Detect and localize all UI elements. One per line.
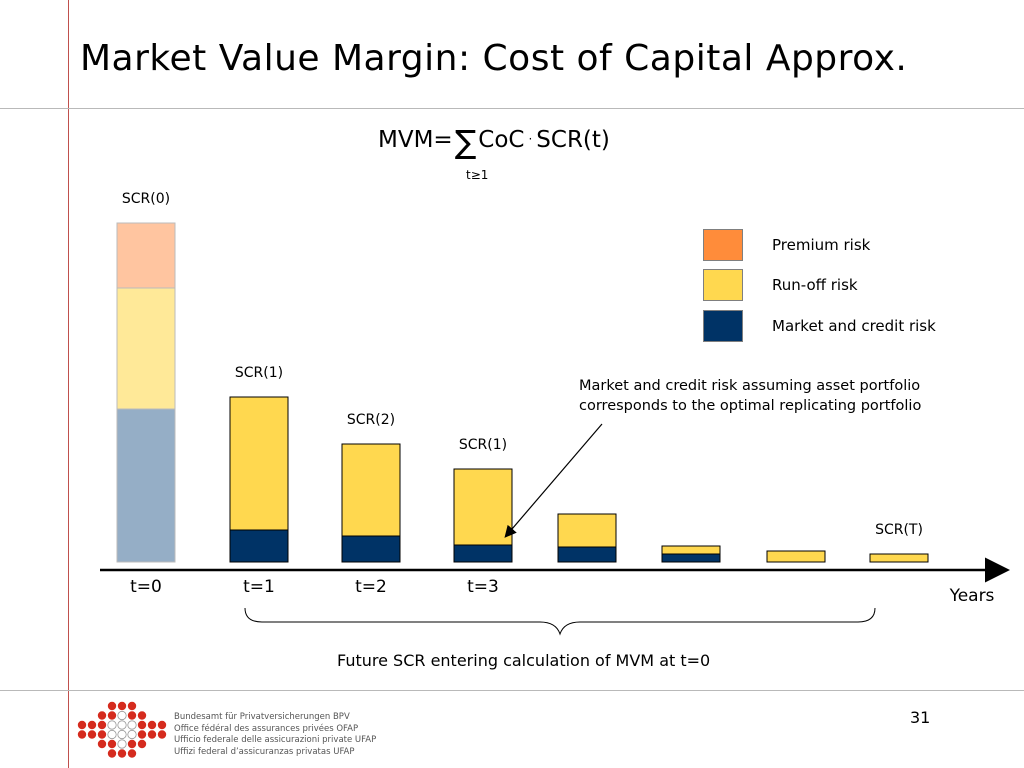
swiss-cross-logo: [77, 701, 167, 758]
bar-segment: [557, 513, 617, 548]
bar-segment: [341, 535, 401, 563]
formula-coc: CoC: [478, 127, 525, 153]
logo-dot: [157, 730, 167, 739]
logo-dot: [117, 749, 127, 758]
bar-segment: [557, 546, 617, 563]
category-tick-label: t=3: [467, 577, 499, 597]
bars-group: [116, 222, 929, 563]
sum-sign: ∑: [454, 123, 477, 161]
category-tick-label: t=1: [243, 577, 275, 597]
bar-segment: [453, 544, 513, 563]
logo-dot: [107, 739, 117, 749]
formula-dot: ·: [528, 132, 533, 146]
org-line: Ufficio federale delle assicurazioni pri…: [174, 735, 377, 745]
annotation-line-2: corresponds to the optimal replicating p…: [579, 398, 922, 414]
bar-value-label: SCR(2): [347, 412, 395, 428]
logo-dot: [117, 739, 127, 749]
org-line: Bundesamt für Privatversicherungen BPV: [174, 712, 350, 722]
bar-segment: [116, 222, 176, 289]
bar-segment: [661, 553, 721, 563]
future-scr-caption: Future SCR entering calculation of MVM a…: [337, 651, 711, 670]
bar-segment: [116, 287, 176, 410]
logo-dot: [137, 739, 147, 749]
logo-dot: [127, 701, 137, 711]
logo-dot: [137, 711, 147, 720]
slide-title: Market Value Margin: Cost of Capital App…: [80, 38, 908, 79]
x-axis-label: Years: [949, 586, 995, 606]
logo-dot: [107, 701, 117, 711]
logo-dot: [77, 730, 87, 739]
logo-dot: [107, 749, 117, 758]
bar-labels-group: SCR(0) SCR(1) SCR(2) SCR(1) SCR(T): [122, 191, 923, 538]
legend-label-runoff: Run-off risk: [772, 276, 858, 294]
logo-dot: [77, 720, 87, 730]
page-number: 31: [910, 708, 931, 727]
legend-swatch-runoff: [703, 269, 743, 301]
logo-dot: [117, 720, 127, 730]
bar-segment: [869, 553, 929, 563]
logo-dot: [117, 710, 127, 721]
category-tick-label: t=2: [355, 577, 387, 597]
logo-dot: [107, 711, 117, 720]
formula-lhs: MVM=: [378, 127, 453, 153]
legend-swatch-premium: [703, 229, 743, 261]
logo-dot: [97, 739, 107, 749]
left-accent-line: [68, 0, 69, 768]
logo-dot: [117, 729, 127, 740]
legend-swatch-market: [703, 310, 743, 342]
logo-dot: [97, 720, 107, 730]
future-scr-brace: [244, 607, 876, 636]
logo-dot: [137, 730, 147, 739]
bar-value-label: SCR(0): [122, 191, 170, 207]
org-line: Office fédéral des assurances privées OF…: [174, 723, 359, 734]
legend-label-premium: Premium risk: [772, 236, 871, 254]
logo-dot: [147, 730, 157, 739]
category-tick-label: t=0: [130, 577, 162, 597]
logo-dot: [117, 701, 127, 711]
title-divider: [0, 108, 1024, 109]
formula-subscript: t≥1: [466, 168, 489, 182]
bar-segment: [766, 550, 826, 563]
bar-value-label: SCR(1): [235, 365, 283, 381]
bar-segment: [229, 529, 289, 563]
bar-segment: [229, 396, 289, 531]
logo-dot: [127, 729, 137, 740]
bar-segment: [453, 468, 513, 546]
logo-dot: [127, 720, 137, 730]
logo-dot: [107, 729, 117, 740]
annotation-arrow: [504, 423, 603, 538]
logo-dot: [157, 720, 167, 730]
legend-label-market: Market and credit risk: [772, 317, 936, 335]
logo-dot: [127, 749, 137, 758]
bar-value-label: SCR(T): [875, 522, 923, 538]
formula-scr: SCR(t): [536, 127, 610, 153]
scr-chart: SCR(0) SCR(1) SCR(2) SCR(1) SCR(T) t=0 t=1 t=2…: [100, 191, 1010, 636]
logo-dot: [87, 720, 97, 730]
logo-dot: [97, 730, 107, 739]
footer-divider: [0, 690, 1024, 691]
logo-dot: [107, 720, 117, 730]
logo-dot: [147, 720, 157, 730]
logo-dot: [97, 711, 107, 720]
annotation-line-1: Market and credit risk assuming asset po…: [579, 378, 921, 394]
logo-dot: [127, 739, 137, 749]
mvm-formula: MVM=∑CoC · SCR(t): [378, 126, 610, 158]
annotation-text: Market and credit risk assuming asset po…: [579, 376, 921, 416]
bar-value-label: SCR(1): [459, 437, 507, 453]
organization-names: Bundesamt für Privatversicherungen BPV O…: [174, 712, 376, 758]
category-labels-group: t=0 t=1 t=2 t=3: [130, 577, 499, 597]
bar-segment: [116, 408, 176, 563]
logo-dot: [127, 711, 137, 720]
logo-dot: [87, 730, 97, 739]
bar-segment: [341, 443, 401, 537]
org-line: Uffizi federal d’assicuranzas privatas U…: [174, 746, 355, 757]
bar-segment: [661, 545, 721, 555]
logo-dot: [137, 720, 147, 730]
